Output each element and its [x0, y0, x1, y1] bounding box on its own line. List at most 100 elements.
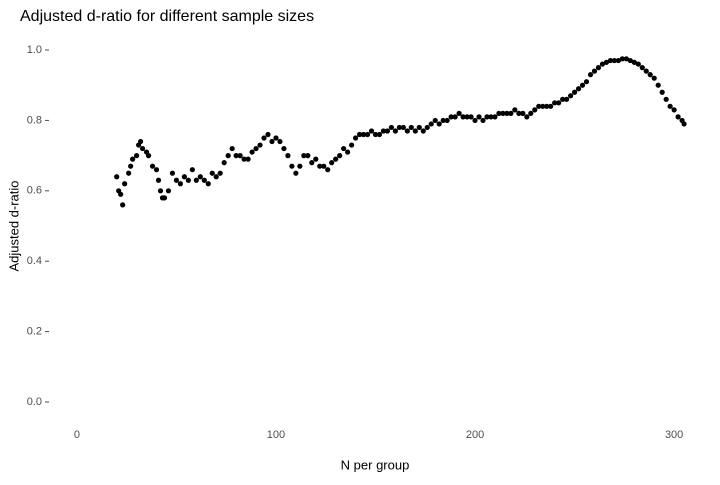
point: [118, 191, 124, 197]
point: [647, 72, 653, 78]
point: [452, 114, 458, 120]
point: [500, 110, 506, 116]
point: [536, 103, 542, 109]
point: [349, 142, 355, 148]
point: [681, 121, 687, 127]
point: [556, 100, 562, 106]
point: [122, 181, 128, 187]
point: [201, 177, 207, 183]
point: [540, 103, 546, 109]
point: [404, 128, 410, 134]
point: [428, 121, 434, 127]
point: [504, 110, 510, 116]
point: [364, 131, 371, 138]
point: [564, 96, 570, 102]
point: [305, 153, 311, 159]
point: [360, 131, 367, 138]
point: [161, 195, 168, 201]
point: [229, 145, 235, 152]
point: [285, 153, 291, 159]
point: [301, 153, 307, 159]
x-tick-label: 300: [665, 429, 683, 441]
point: [575, 86, 582, 92]
point: [416, 124, 422, 131]
point: [139, 145, 146, 152]
point: [317, 163, 323, 169]
point: [448, 114, 454, 120]
point: [671, 107, 677, 113]
point: [261, 135, 267, 141]
point: [157, 188, 164, 194]
point: [277, 138, 283, 145]
point: [165, 188, 172, 194]
point: [488, 114, 494, 120]
point: [193, 177, 199, 183]
y-tick-label: 0.4: [27, 255, 42, 267]
chart-title: Adjusted d-ratio for different sample si…: [20, 8, 314, 25]
point: [472, 117, 478, 124]
y-tick-label: 0.2: [27, 326, 42, 338]
point: [249, 149, 255, 155]
point: [337, 153, 343, 159]
point: [619, 56, 625, 62]
point: [599, 61, 606, 67]
point: [225, 153, 231, 159]
point: [205, 181, 211, 187]
point: [408, 124, 414, 131]
point: [560, 96, 566, 102]
point: [237, 153, 243, 159]
point: [221, 160, 227, 166]
point: [134, 153, 140, 159]
point: [412, 128, 418, 134]
point: [436, 121, 442, 127]
point: [643, 68, 649, 74]
point: [155, 177, 162, 183]
point: [587, 72, 594, 78]
point: [309, 160, 315, 166]
point: [675, 114, 681, 120]
x-tick-label: 200: [466, 429, 484, 441]
point: [444, 117, 450, 124]
point: [281, 145, 287, 152]
point: [384, 128, 391, 134]
point: [356, 131, 363, 138]
point: [571, 89, 578, 95]
point: [293, 170, 299, 176]
point: [173, 177, 180, 183]
point: [209, 170, 215, 176]
point: [329, 160, 335, 166]
y-axis-label: Adjusted d-ratio: [6, 180, 21, 271]
point: [623, 56, 629, 62]
point: [217, 170, 223, 176]
point: [532, 107, 538, 113]
y-tick-label: 0.8: [27, 114, 42, 126]
point: [591, 68, 598, 74]
point: [169, 170, 176, 176]
point: [245, 156, 251, 162]
point: [631, 59, 637, 65]
point: [667, 103, 673, 109]
y-tick-label: 0.6: [27, 185, 42, 197]
point: [269, 138, 275, 145]
point: [607, 57, 614, 64]
point: [548, 103, 554, 109]
point: [181, 174, 187, 180]
point: [663, 96, 669, 102]
point: [400, 124, 406, 131]
point: [233, 153, 239, 159]
point: [126, 170, 132, 176]
point: [492, 114, 498, 120]
point: [241, 156, 247, 162]
point: [396, 124, 402, 131]
point: [512, 107, 518, 113]
point: [464, 114, 470, 120]
point: [197, 174, 203, 180]
point: [273, 135, 279, 141]
point: [185, 177, 191, 183]
point: [297, 163, 303, 169]
point: [333, 156, 339, 162]
point: [552, 100, 558, 106]
point: [424, 124, 430, 131]
point: [524, 114, 530, 120]
point: [611, 57, 617, 64]
